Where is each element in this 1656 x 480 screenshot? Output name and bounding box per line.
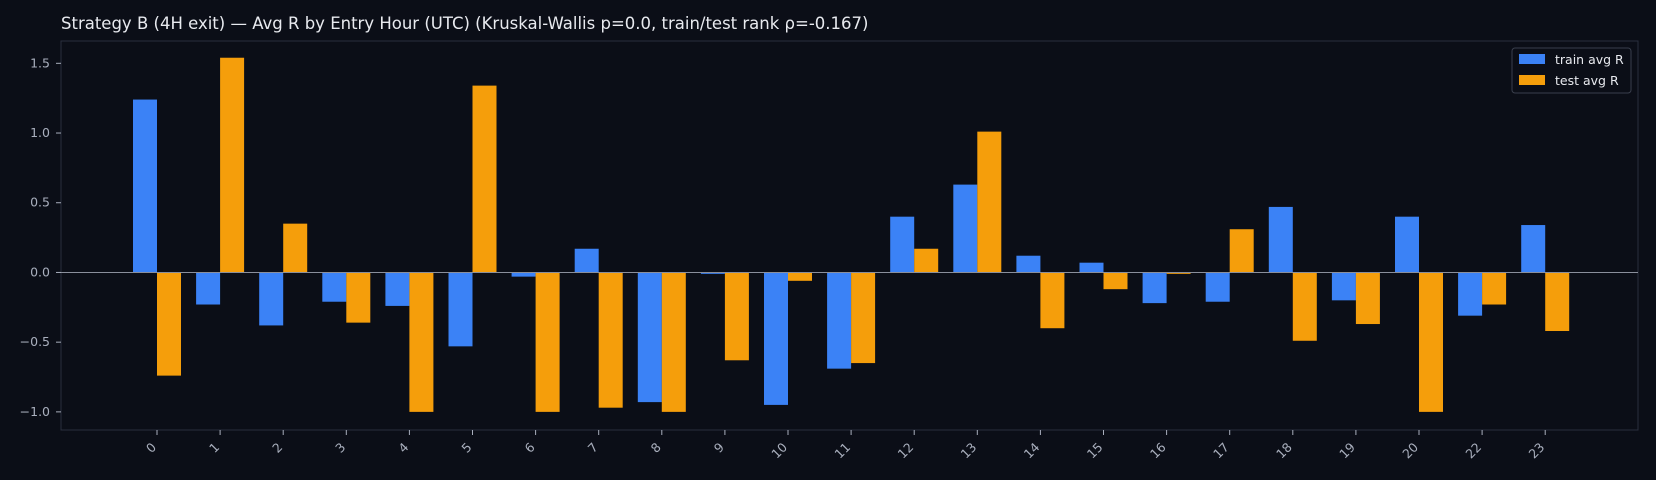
bar-test-hour-22 — [1482, 272, 1507, 305]
legend: train avg R test avg R — [1511, 47, 1632, 94]
x-tick-label: 18 — [1273, 439, 1295, 461]
x-tick-label: 4 — [395, 439, 411, 455]
bar-train-hour-11 — [827, 272, 852, 369]
chart-title: Strategy B (4H exit) — Avg R by Entry Ho… — [61, 14, 869, 33]
bar-test-hour-19 — [1355, 272, 1380, 325]
bar-test-hour-10 — [788, 272, 812, 281]
bar-train-hour-9 — [700, 272, 725, 274]
bar-train-hour-19 — [1331, 272, 1356, 301]
x-tick-label: 9 — [711, 439, 727, 455]
x-tick-label: 11 — [831, 440, 853, 462]
x-tick-label: 15 — [1084, 440, 1106, 462]
bar-test-hour-17 — [1229, 229, 1254, 273]
x-tick-label: 3 — [332, 440, 348, 456]
bar-train-hour-6 — [511, 272, 536, 277]
bar-test-hour-1 — [220, 57, 245, 273]
bar-test-hour-16 — [1166, 272, 1191, 274]
bar-test-hour-18 — [1292, 272, 1317, 341]
y-tick-label: 1.0 — [30, 125, 50, 140]
bar-train-hour-4 — [385, 272, 410, 306]
bar-train-hour-3 — [322, 272, 347, 302]
bar-test-hour-11 — [851, 272, 876, 364]
bar-test-hour-3 — [346, 272, 371, 323]
bar-test-hour-2 — [283, 223, 308, 273]
bar-test-hour-23 — [1545, 272, 1570, 332]
bar-train-hour-16 — [1142, 272, 1167, 304]
bar-test-hour-14 — [1040, 272, 1065, 329]
x-tick-label: 5 — [458, 440, 474, 456]
bar-train-hour-13 — [953, 184, 978, 273]
bar-train-hour-17 — [1205, 272, 1230, 302]
bar-test-hour-12 — [914, 248, 939, 273]
legend-swatch-train — [1519, 54, 1545, 64]
bar-train-hour-2 — [259, 272, 284, 326]
bar-train-hour-23 — [1521, 225, 1546, 273]
bar-test-hour-0 — [157, 272, 181, 376]
bar-train-hour-8 — [637, 272, 662, 403]
x-tick-label: 7 — [585, 440, 601, 456]
bar-train-hour-18 — [1268, 206, 1293, 273]
x-tick-label: 8 — [648, 439, 664, 455]
bar-train-hour-22 — [1458, 272, 1483, 316]
x-tick-label: 14 — [1021, 439, 1043, 461]
bar-train-hour-14 — [1016, 255, 1041, 273]
x-tick-label: 0 — [143, 439, 159, 455]
legend-label-test: test avg R — [1555, 73, 1619, 88]
bar-test-hour-7 — [598, 272, 623, 408]
x-tick-label: 17 — [1210, 440, 1232, 462]
x-tick-label: 16 — [1147, 439, 1169, 461]
y-tick-label: 0.0 — [30, 264, 50, 279]
bar-test-hour-6 — [535, 272, 560, 412]
bar-train-hour-5 — [448, 272, 473, 347]
bar-test-hour-4 — [409, 272, 434, 412]
bar-test-hour-13 — [977, 131, 1002, 273]
x-tick-label: 10 — [768, 439, 790, 461]
bar-train-hour-10 — [764, 272, 788, 405]
bar-train-hour-15 — [1079, 262, 1104, 273]
y-tick-label: −0.5 — [20, 334, 50, 349]
legend-swatch-test — [1519, 75, 1545, 85]
bar-train-hour-20 — [1395, 216, 1419, 273]
legend-label-train: train avg R — [1555, 52, 1624, 67]
y-tick-label: −1.0 — [20, 404, 50, 419]
x-tick-label: 6 — [521, 439, 537, 455]
bar-train-hour-1 — [196, 272, 221, 305]
x-tick-label: 22 — [1462, 440, 1484, 462]
bar-test-hour-8 — [661, 272, 686, 412]
bar-train-hour-7 — [574, 248, 599, 273]
x-tick-label: 23 — [1525, 440, 1547, 462]
x-tick-label: 2 — [269, 440, 285, 456]
bar-test-hour-15 — [1103, 272, 1128, 290]
x-tick-label: 20 — [1399, 439, 1421, 461]
x-tick-label: 13 — [958, 440, 980, 462]
bar-train-hour-12 — [890, 216, 915, 273]
x-tick-label: 19 — [1336, 439, 1358, 461]
bar-test-hour-5 — [472, 85, 497, 273]
bar-test-hour-9 — [724, 272, 749, 361]
y-tick-label: 0.5 — [30, 195, 50, 210]
x-tick-label: 1 — [206, 440, 222, 456]
x-tick-label: 12 — [894, 440, 916, 462]
bar-test-hour-20 — [1419, 272, 1443, 412]
bar-train-hour-0 — [133, 99, 157, 273]
y-tick-label: 1.5 — [30, 55, 50, 70]
